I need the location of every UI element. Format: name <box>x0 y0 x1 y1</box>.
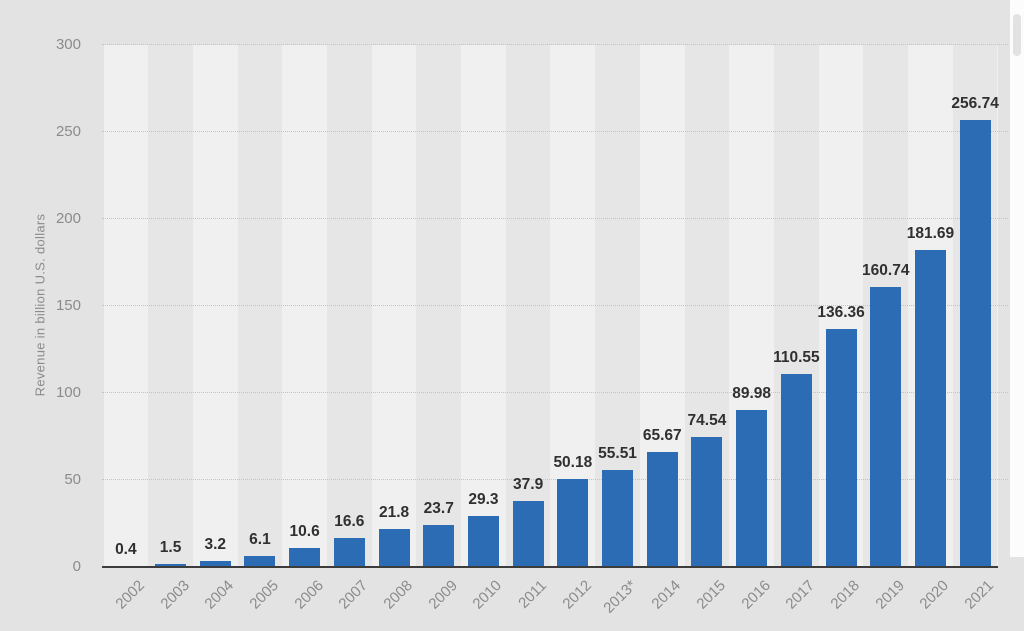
x-tick-label: 2021 <box>961 577 998 613</box>
bar-value-label: 10.6 <box>289 523 320 541</box>
x-tick-label: 2011 <box>515 577 551 612</box>
x-axis-line <box>102 565 998 568</box>
bar[interactable] <box>825 329 857 568</box>
bar-value-label: 181.69 <box>906 225 955 243</box>
bar-value-label: 6.1 <box>249 530 271 548</box>
y-tick-label: 250 <box>55 122 81 140</box>
x-tick-label: 2008 <box>380 577 417 613</box>
bar[interactable] <box>423 525 455 568</box>
x-tick-label: 2002 <box>112 577 148 613</box>
gridline <box>102 218 1008 219</box>
bar[interactable] <box>780 374 812 568</box>
x-tick-label: 2005 <box>246 577 282 613</box>
bar[interactable] <box>199 560 231 568</box>
bar-value-label: 65.67 <box>642 427 682 445</box>
bar-value-label: 37.9 <box>513 475 544 493</box>
bar[interactable] <box>959 119 991 568</box>
bar-value-label: 50.18 <box>553 454 593 472</box>
bar-value-label: 1.5 <box>159 538 182 556</box>
gridline <box>102 479 1008 480</box>
x-tick-label: 2017 <box>782 577 819 613</box>
gridline <box>102 44 1008 45</box>
bar-value-label: 3.2 <box>204 535 227 553</box>
x-tick-label: 2014 <box>648 577 685 613</box>
gridline <box>102 392 1008 393</box>
x-tick-label: 2020 <box>916 577 953 613</box>
gridline <box>102 131 1008 132</box>
bar-value-label: 21.8 <box>378 503 410 521</box>
bar[interactable] <box>870 286 902 568</box>
y-tick-label: 300 <box>55 35 81 53</box>
bar[interactable] <box>244 555 276 568</box>
scrollbar-track[interactable] <box>1010 0 1024 557</box>
bar-value-label: 74.54 <box>687 411 727 429</box>
y-tick-label: 150 <box>55 296 81 314</box>
bar[interactable] <box>914 250 946 568</box>
x-tick-label: 2006 <box>291 577 327 613</box>
bar[interactable] <box>378 528 410 568</box>
bar-value-label: 89.98 <box>732 384 772 402</box>
bar[interactable] <box>333 537 365 568</box>
x-tick-label: 2013* <box>599 577 640 617</box>
x-tick-label: 2003 <box>156 577 193 613</box>
x-tick-label: 2015 <box>693 577 729 613</box>
x-tick-label: 2019 <box>872 577 908 613</box>
x-tick-label: 2016 <box>738 577 774 613</box>
bar-value-label: 0.4 <box>115 540 137 558</box>
bar[interactable] <box>736 409 768 568</box>
x-tick-label: 2007 <box>335 577 372 613</box>
x-tick-label: 2018 <box>827 577 864 613</box>
x-tick-label: 2009 <box>425 577 461 613</box>
y-tick-label: 100 <box>55 383 81 401</box>
bar[interactable] <box>289 548 321 568</box>
y-tick-label: 50 <box>64 470 81 488</box>
bar[interactable] <box>512 500 544 568</box>
x-tick-label: 2010 <box>469 577 506 613</box>
bar-value-label: 160.74 <box>862 261 910 279</box>
bar-value-label: 29.3 <box>468 490 499 508</box>
gridline <box>102 305 1008 306</box>
bar-value-label: 23.7 <box>423 500 454 518</box>
y-tick-label: 200 <box>55 209 81 227</box>
bar[interactable] <box>602 469 634 568</box>
bar-value-label: 16.6 <box>334 512 365 530</box>
bar[interactable] <box>691 436 723 568</box>
bar-value-label: 136.36 <box>817 304 865 322</box>
x-tick-label: 2004 <box>201 577 238 613</box>
x-tick-label: 2012 <box>559 577 595 613</box>
bar-value-label: 110.55 <box>773 349 820 367</box>
scrollbar-thumb[interactable] <box>1013 14 1021 56</box>
bar-value-label: 55.51 <box>598 444 637 462</box>
bar[interactable] <box>557 479 589 568</box>
bar-value-label: 256.74 <box>951 94 999 112</box>
bar[interactable] <box>467 515 499 568</box>
y-tick-label: 0 <box>72 557 81 575</box>
bar[interactable] <box>646 452 678 568</box>
